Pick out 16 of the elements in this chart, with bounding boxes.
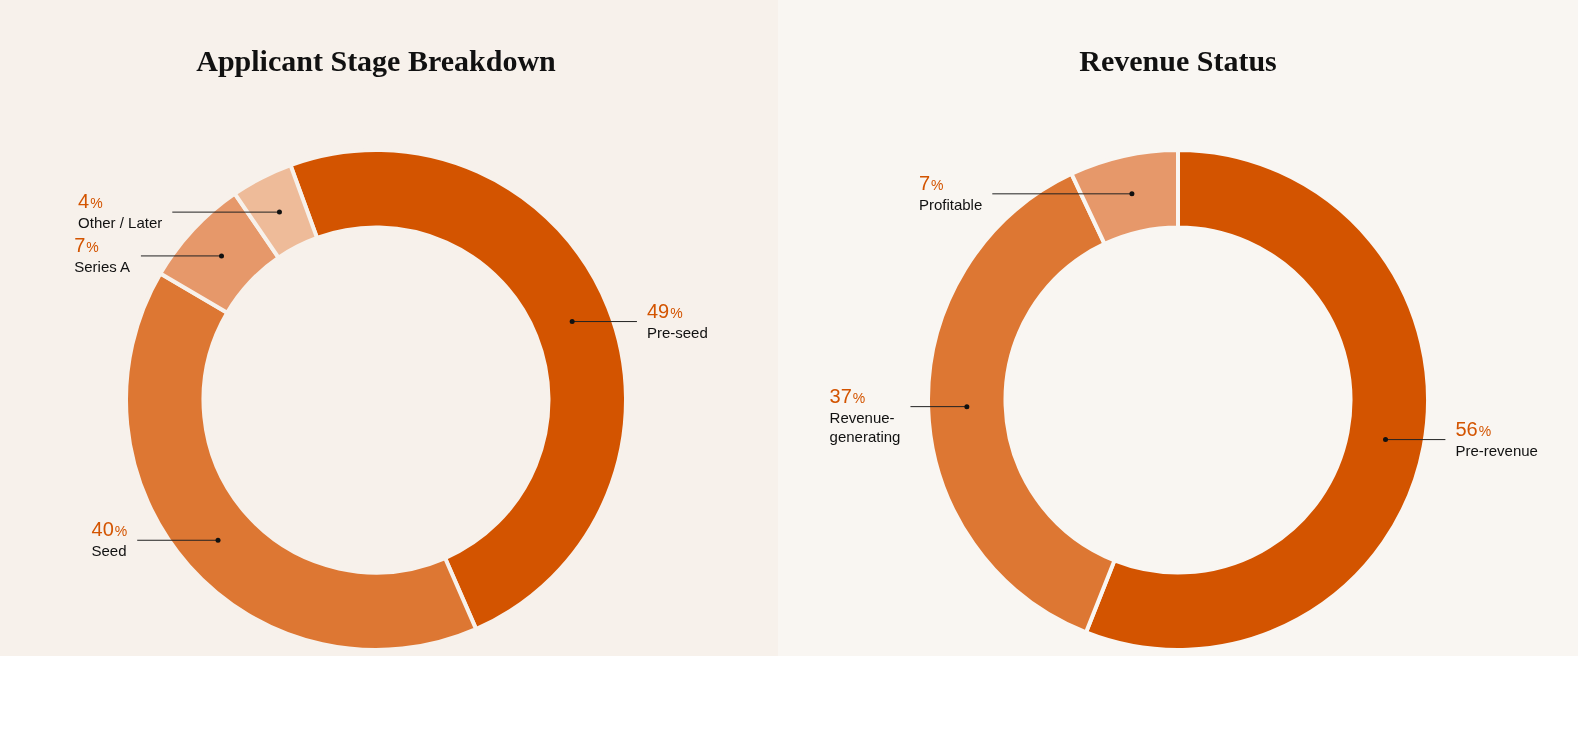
- data-label: 4%: [78, 190, 103, 213]
- slice-label: Series A: [74, 257, 131, 275]
- chart-title: Applicant Stage Breakdown: [196, 43, 557, 77]
- data-label: 56%: [1455, 417, 1492, 440]
- chart-title: Revenue Status: [1079, 43, 1277, 77]
- data-label: 49%: [646, 299, 683, 322]
- slice-label: Pre-revenue: [1455, 441, 1538, 459]
- slice-label: Revenue-generating: [829, 408, 901, 445]
- slice-label: Profitable: [918, 195, 983, 213]
- data-label: 7%: [918, 171, 944, 194]
- data-label: 37%: [829, 384, 866, 407]
- slice-label: Pre-seed: [646, 323, 708, 341]
- data-label: 7%: [74, 233, 99, 256]
- slice-label: Seed: [91, 542, 127, 560]
- data-label: 40%: [91, 518, 128, 541]
- slice-label: Other / Later: [78, 214, 163, 232]
